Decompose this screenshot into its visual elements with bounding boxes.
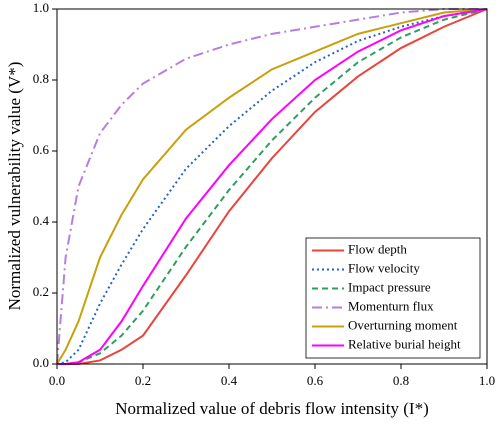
y-tick-label: 0.8 <box>33 71 49 86</box>
y-tick-label: 1.0 <box>33 0 49 15</box>
legend-label: Impact pressure <box>348 279 431 294</box>
legend-label: Momenturn flux <box>348 298 434 313</box>
legend-label: Flow depth <box>348 241 407 256</box>
x-tick-label: 0.4 <box>221 373 238 388</box>
y-tick-label: 0.2 <box>33 284 49 299</box>
x-tick-label: 1.0 <box>479 373 495 388</box>
x-axis-label: Normalized value of debris flow intensit… <box>115 399 428 418</box>
legend-label: Relative burial height <box>348 336 461 351</box>
series-line <box>57 8 488 365</box>
x-tick-label: 0.6 <box>307 373 324 388</box>
y-tick-label: 0.0 <box>33 355 49 370</box>
legend-label: Overturning moment <box>348 317 458 332</box>
legend-box <box>305 237 481 359</box>
series-line <box>56 8 487 365</box>
legend-label: Flow velocity <box>348 260 420 275</box>
x-tick-label: 0.8 <box>393 373 409 388</box>
y-tick-label: 0.6 <box>33 142 50 157</box>
series-line <box>57 8 488 365</box>
series-line <box>56 8 488 365</box>
x-tick-label: 0.2 <box>135 373 151 388</box>
y-tick-label: 0.4 <box>33 213 50 228</box>
series-line <box>56 8 488 365</box>
plot-frame <box>56 8 488 365</box>
y-axis-label: Normalized vulnerability value (V*) <box>5 62 24 311</box>
x-tick-label: 0.0 <box>49 373 65 388</box>
